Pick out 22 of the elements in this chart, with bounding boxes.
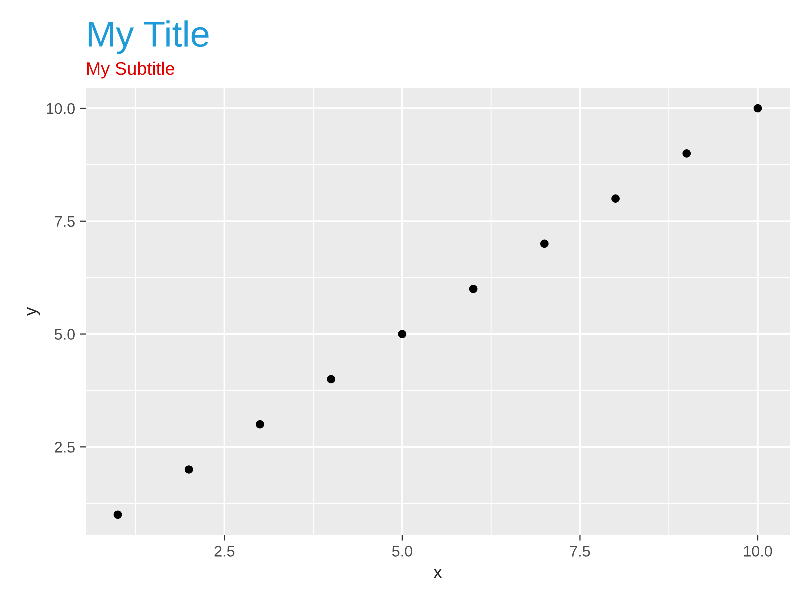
y-axis-title: y [27,307,40,316]
point [114,510,122,520]
y-tick-label: 5.0 [54,329,75,340]
x-axis-title: x [434,568,442,578]
y-tick-label: 10.0 [47,103,75,114]
point [540,240,549,248]
x-tick-label: 2.5 [214,546,235,557]
x-tick-label: 7.5 [570,546,590,557]
point [754,104,762,113]
y-tick-label: 7.5 [55,216,75,228]
point [184,466,194,474]
chart-subtitle: My Subtitle [87,62,175,79]
point [256,420,264,429]
chart-title: My Title [88,20,209,54]
x-tick-label: 5.0 [392,546,412,557]
x-tick-label: 10.0 [744,546,772,557]
point [682,150,692,158]
point [327,375,336,384]
point [612,194,620,203]
point [469,284,478,294]
y-tick-label: 2.5 [55,442,75,453]
point [398,330,407,338]
